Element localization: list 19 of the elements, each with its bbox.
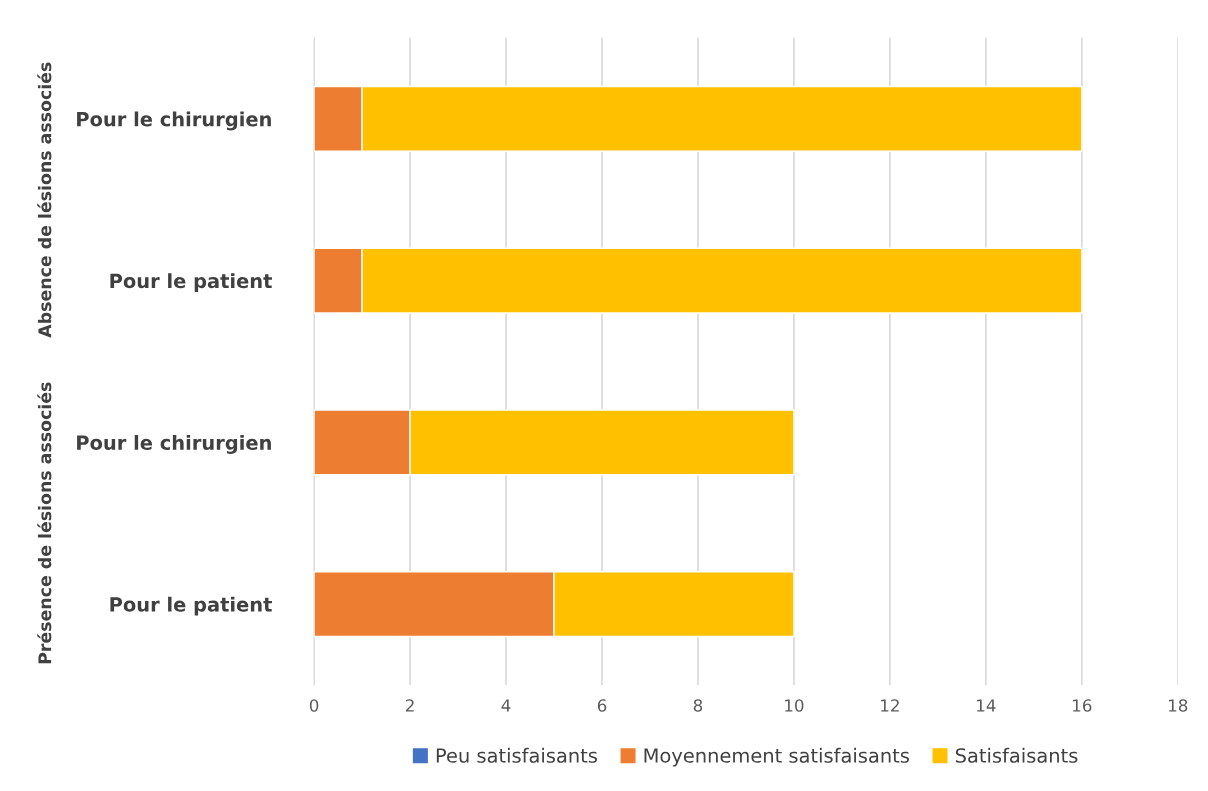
x-tick-label: 0 xyxy=(309,699,319,712)
x-tick-label: 18 xyxy=(1169,699,1188,712)
x-tick-label: 10 xyxy=(785,699,804,712)
legend-label: Satisfaisants xyxy=(955,747,1078,763)
y-tick-label: Pour le patient xyxy=(110,596,272,616)
legend-label: Peu satisfaisants xyxy=(436,747,597,763)
x-tick-label: 14 xyxy=(977,699,996,712)
x-tick-label: 4 xyxy=(501,699,511,712)
x-tick-label: 2 xyxy=(405,699,414,712)
y-tick-label: Pour le chirurgien xyxy=(77,111,271,131)
legend-label: Moyennement satisfaisants xyxy=(644,747,909,767)
text: Présence de lésions associés xyxy=(37,382,52,664)
text: Absence de lésions associés xyxy=(37,62,52,338)
y-tick-label: Pour le chirurgien xyxy=(77,434,271,454)
x-tick-label: 6 xyxy=(597,699,607,712)
x-tick-label: 16 xyxy=(1073,699,1092,712)
x-tick-label: 8 xyxy=(693,699,703,712)
y-tick-label: Pour le patient xyxy=(110,273,272,293)
x-tick-label: 12 xyxy=(881,699,899,712)
